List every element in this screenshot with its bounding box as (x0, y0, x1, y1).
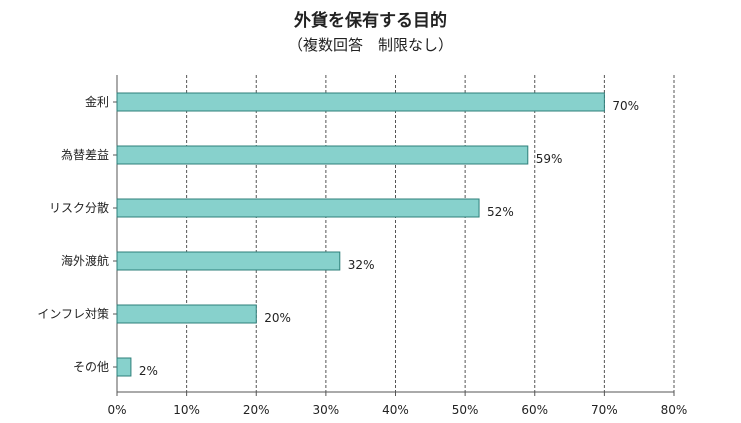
category-label: リスク分散 (49, 200, 109, 215)
category-label: 海外渡航 (61, 253, 109, 268)
value-label: 59% (536, 152, 563, 166)
x-tick-label: 70% (591, 403, 618, 417)
bar (116, 304, 257, 324)
x-tick-label: 80% (661, 403, 688, 417)
value-label: 52% (487, 205, 514, 219)
value-label: 20% (264, 311, 291, 325)
bar (116, 92, 605, 112)
x-tick-label: 60% (521, 403, 548, 417)
bar (116, 357, 132, 377)
value-label: 70% (612, 99, 639, 113)
category-label: その他 (73, 360, 109, 374)
bar (116, 251, 341, 271)
x-tick-label: 30% (313, 403, 340, 417)
x-tick-label: 50% (452, 403, 479, 417)
bar (116, 145, 529, 165)
x-tick-label: 40% (382, 403, 409, 417)
x-tick-label: 20% (243, 403, 270, 417)
x-tick-label: 0% (107, 403, 126, 417)
chart-subtitle: （複数回答 制限なし） (287, 36, 453, 54)
x-tick-label: 10% (173, 403, 200, 417)
value-label: 2% (139, 364, 158, 378)
value-label: 32% (348, 258, 375, 272)
category-label: インフレ対策 (37, 307, 109, 321)
bar (116, 198, 480, 218)
category-label: 金利 (85, 94, 109, 109)
chart-title: 外貨を保有する目的 (294, 11, 447, 31)
category-label: 為替差益 (61, 148, 109, 162)
